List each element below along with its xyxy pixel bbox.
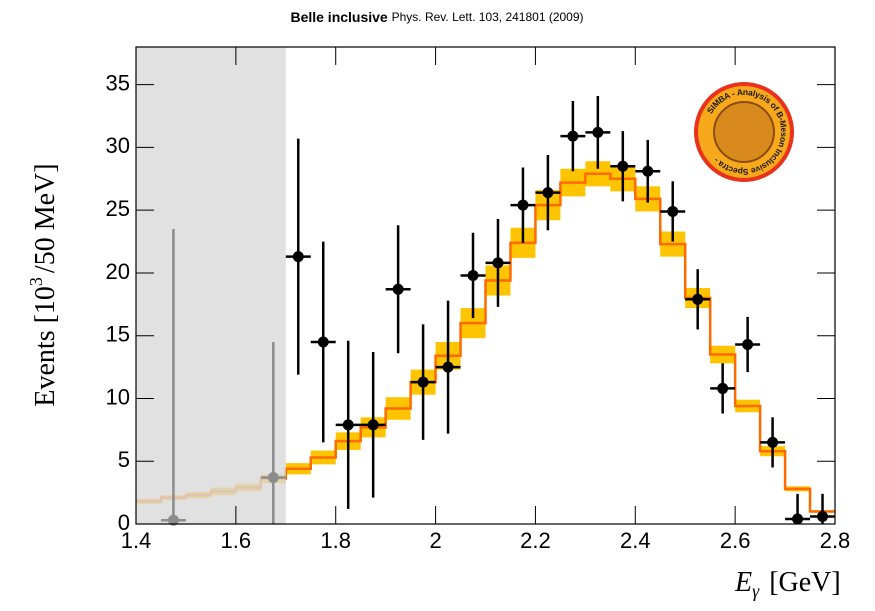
x-tick-label: 2.2 bbox=[520, 528, 551, 553]
data-point bbox=[592, 126, 604, 138]
data-point bbox=[517, 199, 529, 211]
data-point bbox=[367, 419, 379, 431]
data-point bbox=[392, 283, 404, 295]
data-point bbox=[617, 160, 629, 172]
y-axis-label: Events [103/50 MeV] bbox=[26, 163, 61, 406]
x-label-sub: γ bbox=[752, 581, 760, 601]
x-tick-label: 2.4 bbox=[620, 528, 651, 553]
data-point bbox=[267, 472, 279, 484]
x-tick-label: 2.6 bbox=[720, 528, 751, 553]
x-tick-label: 2 bbox=[429, 528, 441, 553]
data-point bbox=[767, 436, 779, 448]
y-label-unit: /50 MeV] bbox=[30, 163, 61, 273]
excluded-region bbox=[136, 47, 286, 524]
y-tick-label: 20 bbox=[106, 259, 130, 284]
data-point bbox=[342, 419, 354, 431]
data-point bbox=[542, 187, 554, 199]
plot-area: 0 5 10 15 20 25 30 35 1.4 1.6 1.8 2 2.2 2.4 2.6 2.8 bbox=[106, 46, 851, 553]
y-tick-label: 5 bbox=[118, 447, 130, 472]
y-tick-label: 15 bbox=[106, 322, 130, 347]
data-point bbox=[717, 382, 729, 394]
data-point bbox=[742, 338, 754, 350]
chart-title: Belle inclusive bbox=[290, 9, 387, 25]
plot-frame bbox=[135, 46, 836, 525]
data-point bbox=[292, 251, 304, 263]
x-tick-label: 1.8 bbox=[320, 528, 351, 553]
data-point bbox=[317, 336, 329, 348]
chart-subtitle: Phys. Rev. Lett. 103, 241801 (2009) bbox=[392, 10, 584, 24]
x-tick-label: 1.4 bbox=[121, 528, 152, 553]
y-tick-label: 0 bbox=[118, 510, 130, 535]
data-point bbox=[817, 510, 829, 522]
y-label-main: Events [10 bbox=[30, 286, 61, 407]
chart-title-group: Belle inclusive Phys. Rev. Lett. 103, 24… bbox=[290, 9, 583, 25]
x-axis-label: Eγ [GeV] bbox=[734, 567, 841, 601]
y-tick-label: 30 bbox=[106, 133, 130, 158]
data-point bbox=[442, 361, 454, 373]
y-tick-label: 35 bbox=[106, 70, 130, 95]
data-point bbox=[692, 293, 704, 305]
data-point bbox=[642, 165, 654, 177]
y-tick-label: 10 bbox=[106, 384, 130, 409]
x-label-main: E bbox=[734, 567, 752, 598]
y-tick-label: 25 bbox=[106, 196, 130, 221]
data-point bbox=[467, 269, 479, 281]
y-label-sup: 3 bbox=[26, 277, 46, 286]
logo: SIMBA - Analysis of B-Meson Inclusive Sp… bbox=[694, 82, 794, 182]
data-point bbox=[417, 376, 429, 388]
logo-face bbox=[713, 101, 775, 163]
data-point bbox=[492, 257, 504, 269]
x-tick-label: 2.8 bbox=[820, 528, 851, 553]
data-point bbox=[667, 205, 679, 217]
x-tick-label: 1.6 bbox=[221, 528, 252, 553]
data-point bbox=[567, 130, 579, 142]
x-label-unit: [GeV] bbox=[769, 567, 841, 598]
data-point bbox=[167, 514, 179, 526]
data-point bbox=[792, 513, 804, 525]
